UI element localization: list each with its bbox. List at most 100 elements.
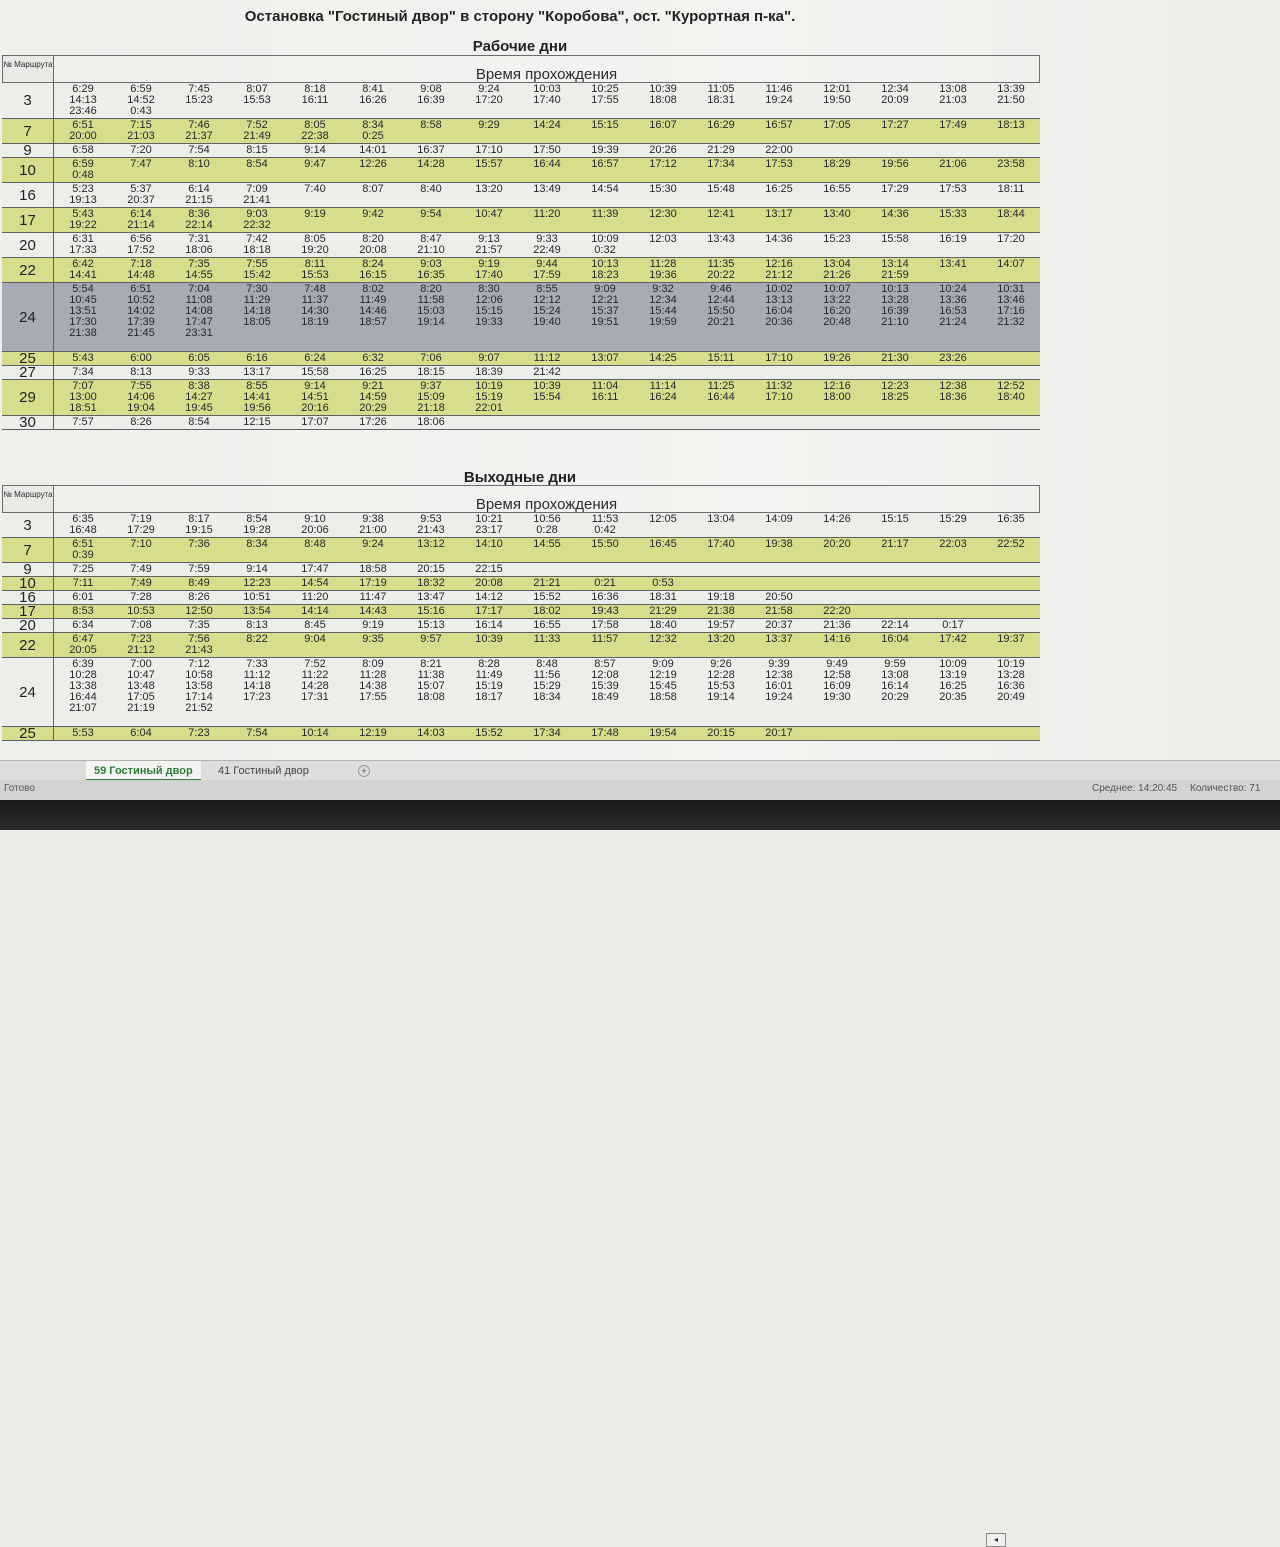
- time-cell: 20:50: [765, 591, 793, 603]
- time-cell: 19:13: [69, 194, 97, 206]
- time-cell: 22:49: [533, 244, 561, 256]
- time-cell: 9:24: [478, 83, 500, 95]
- time-cell: 0:48: [72, 169, 94, 181]
- table-row[interactable]: 7 6:51 7:10 7:36 8:34 8:48 9:24 13:12 14:10 14:55…: [2, 538, 1040, 563]
- table-row[interactable]: 16 6:01 7:28 8:26 10:51 11:20 11:47 13:47 14:12 1…: [2, 591, 1040, 605]
- time-cell: 17:10: [765, 391, 793, 403]
- time-cells: 6:35 7:19 8:17 8:54 9:10 9:38 9:53 10:21 10:56 11…: [54, 513, 1040, 537]
- table-row[interactable]: 22 6:42 7:18 7:35 7:55 8:11 8:24 9:03 9:19 9:44 10…: [2, 258, 1040, 283]
- sheet-tab-59[interactable]: 59 Гостиный двор: [86, 761, 201, 781]
- time-cell: 10:02: [765, 283, 793, 295]
- table-row[interactable]: 24 5:54 6:51 7:04 7:30 7:48 8:02 8:20 8:30 8:55 9:…: [2, 283, 1040, 352]
- time-cell: 7:56: [188, 633, 210, 645]
- time-cell: 16:45: [649, 538, 677, 550]
- table-row[interactable]: 10 6:59 7:47 8:10 8:54 9:47 12:26 14:28 15:57 16:…: [2, 158, 1040, 183]
- table-row[interactable]: 20 6:31 6:56 7:31 7:42 8:05 8:20 8:47 9:13 9:33 10…: [2, 233, 1040, 258]
- time-cell: 20:29: [359, 402, 387, 414]
- time-cell: 6:58: [72, 144, 94, 156]
- time-cell: 15:58: [881, 233, 909, 245]
- time-cell: 8:07: [362, 183, 384, 195]
- table-row[interactable]: 3 6:29 6:59 7:45 8:07 8:18 8:41 9:08 9:24 10:03 10…: [2, 83, 1040, 119]
- time-cell: 6:59: [72, 158, 94, 170]
- time-cell: 8:09: [362, 658, 384, 670]
- time-cell: 15:39: [591, 680, 619, 692]
- time-cell: 6:31: [72, 233, 94, 245]
- add-sheet-icon[interactable]: +: [358, 765, 370, 777]
- time-cell: 8:05: [304, 233, 326, 245]
- time-cell: 12:44: [707, 294, 735, 306]
- time-cell: 18:13: [997, 119, 1025, 131]
- route-number: 22: [2, 633, 54, 657]
- table-row[interactable]: 16 5:23 5:37 6:14 7:09 7:40 8:07 8:40 13:20 13:49…: [2, 183, 1040, 208]
- time-cell: 9:49: [826, 658, 848, 670]
- sheet-tab-41[interactable]: 41 Гостиный двор: [218, 765, 309, 777]
- time-cell: 20:37: [127, 194, 155, 206]
- time-cell: 22:00: [765, 144, 793, 156]
- time-cell: 8:13: [246, 619, 268, 631]
- time-cell: 18:40: [997, 391, 1025, 403]
- time-cell: 18:06: [185, 244, 213, 256]
- time-cell: 18:06: [417, 416, 445, 428]
- time-cell: 7:23: [130, 633, 152, 645]
- time-cell: 7:10: [130, 538, 152, 550]
- table-row[interactable]: 25 5:43 6:00 6:05 6:16 6:24 6:32 7:06 9:07 11:12 1…: [2, 352, 1040, 366]
- time-cell: 8:55: [246, 380, 268, 392]
- time-cell: 23:17: [475, 524, 503, 536]
- time-cell: 19:04: [127, 402, 155, 414]
- time-cell: 8:07: [246, 83, 268, 95]
- table-row[interactable]: 3 6:35 7:19 8:17 8:54 9:10 9:38 9:53 10:21 10:56 1…: [2, 513, 1040, 538]
- spreadsheet-area[interactable]: Остановка "Гостиный двор" в сторону "Кор…: [0, 0, 1280, 760]
- table-row[interactable]: 25 5:53 6:04 7:23 7:54 10:14 12:19 14:03 15:52 17…: [2, 727, 1040, 741]
- time-cells: 6:42 7:18 7:35 7:55 8:11 8:24 9:03 9:19 9:44 10:1…: [54, 258, 1040, 282]
- table-row[interactable]: 17 5:43 6:14 8:36 9:03 9:19 9:42 9:54 10:47 11:20…: [2, 208, 1040, 233]
- time-cell: 17:52: [127, 244, 155, 256]
- table-row[interactable]: 27 7:34 8:13 9:33 13:17 15:58 16:25 18:15 18:39 2…: [2, 366, 1040, 380]
- time-cell: 18:08: [649, 94, 677, 106]
- route-number: 16: [2, 591, 54, 604]
- time-cell: 8:57: [594, 658, 616, 670]
- time-cell: 7:49: [130, 563, 152, 575]
- time-cell: 6:14: [130, 208, 152, 220]
- table-row[interactable]: 22 6:47 7:23 7:56 8:22 9:04 9:35 9:57 10:39 11:33…: [2, 633, 1040, 658]
- time-cell: 14:07: [997, 258, 1025, 270]
- time-cell: 11:53: [591, 513, 619, 525]
- time-cell: 10:14: [301, 727, 329, 739]
- time-cell: 7:30: [246, 283, 268, 295]
- time-cell: 13:51: [69, 305, 97, 317]
- table-row[interactable]: 10 7:11 7:49 8:49 12:23 14:54 17:19 18:32 20:08 2…: [2, 577, 1040, 591]
- table-row[interactable]: 20 6:34 7:08 7:35 8:13 8:45 9:19 15:13 16:14 16:5…: [2, 619, 1040, 633]
- table-row[interactable]: 24 6:39 7:00 7:12 7:33 7:52 8:09 8:21 8:28 8:48 8:…: [2, 658, 1040, 727]
- time-cell: 22:01: [475, 402, 503, 414]
- time-cell: 14:26: [823, 513, 851, 525]
- time-cell: 15:15: [881, 513, 909, 525]
- table-row[interactable]: 9 7:25 7:49 7:59 9:14 17:47 18:58 20:15 22:15: [2, 563, 1040, 577]
- time-cell: 17:49: [939, 119, 967, 131]
- table-row[interactable]: 7 6:51 7:15 7:46 7:52 8:05 8:34 8:58 9:29 14:24 15…: [2, 119, 1040, 144]
- scroll-left-icon[interactable]: ◂: [986, 1533, 1006, 1547]
- table-row[interactable]: 17 8:53 10:53 12:50 13:54 14:14 14:43 15:16 17:1…: [2, 605, 1040, 619]
- time-cell: 21:38: [69, 327, 97, 339]
- time-cell: 11:49: [475, 669, 503, 681]
- time-cell: 10:19: [997, 658, 1025, 670]
- time-cell: 21:38: [707, 605, 735, 617]
- time-cells: 6:47 7:23 7:56 8:22 9:04 9:35 9:57 10:39 11:33 11…: [54, 633, 1040, 657]
- time-cell: 19:28: [243, 524, 271, 536]
- time-cell: 7:48: [304, 283, 326, 295]
- time-cell: 21:12: [765, 269, 793, 281]
- time-cell: 8:53: [72, 605, 94, 617]
- time-cell: 22:15: [475, 563, 503, 575]
- time-cell: 20:35: [939, 691, 967, 703]
- time-cell: 14:08: [185, 305, 213, 317]
- time-cell: 22:14: [881, 619, 909, 631]
- time-cell: 21:30: [881, 352, 909, 364]
- time-cell: 10:39: [533, 380, 561, 392]
- route-number: 24: [2, 283, 54, 351]
- time-cell: 16:55: [533, 619, 561, 631]
- time-cell: 16:24: [649, 391, 677, 403]
- time-cell: 16:25: [765, 183, 793, 195]
- time-cell: 7:55: [130, 380, 152, 392]
- time-cell: 15:50: [707, 305, 735, 317]
- table-row[interactable]: 30 7:57 8:26 8:54 12:15 17:07 17:26 18:06: [2, 416, 1040, 430]
- table-row[interactable]: 29 7:07 7:55 8:38 8:55 9:14 9:21 9:37 10:19 10:39…: [2, 380, 1040, 416]
- table-row[interactable]: 9 6:58 7:20 7:54 8:15 9:14 14:01 16:37 17:10 17:5…: [2, 144, 1040, 158]
